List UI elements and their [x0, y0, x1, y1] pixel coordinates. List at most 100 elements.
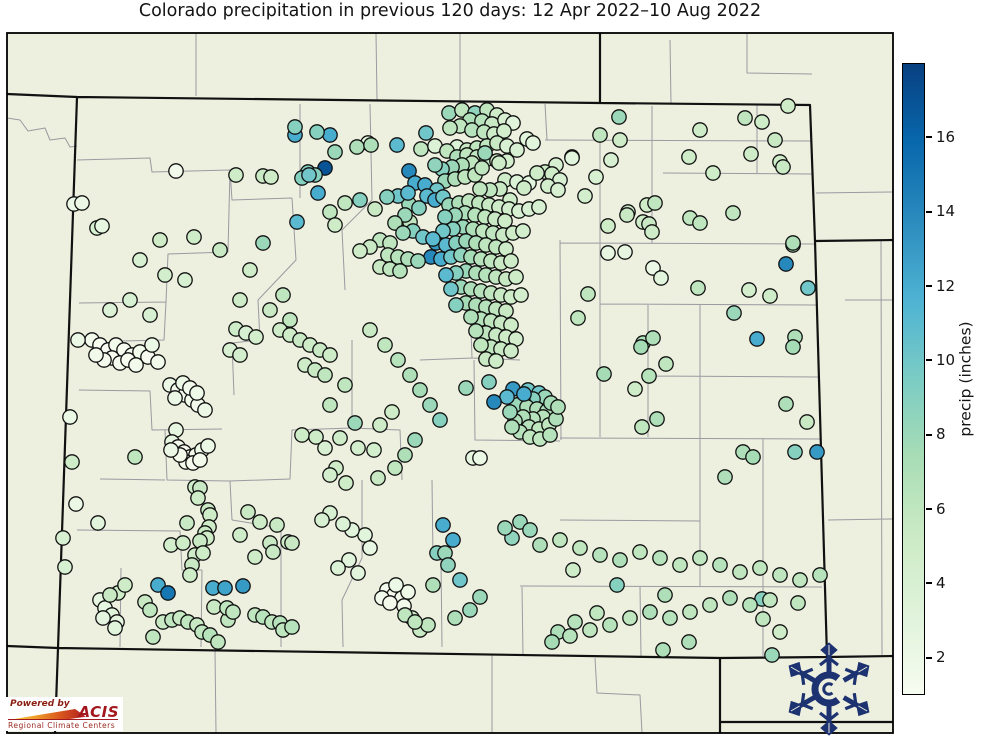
scatter-point — [641, 368, 657, 384]
scatter-point — [499, 389, 515, 405]
scatter-point — [681, 149, 697, 165]
scatter-point — [644, 224, 660, 240]
scatter-point — [692, 550, 708, 566]
scatter-point — [240, 504, 256, 520]
scatter-point — [462, 602, 478, 618]
scatter-point — [611, 109, 627, 125]
scatter-point — [472, 450, 488, 466]
scatter-point — [596, 366, 612, 382]
scatter-point — [337, 195, 353, 211]
scatter-point — [681, 634, 697, 650]
scatter-point — [445, 532, 461, 548]
scatter-point — [764, 647, 780, 663]
scatter-point — [565, 562, 581, 578]
scatter-point — [503, 343, 519, 359]
colorbar-tick-label: 16 — [936, 127, 956, 146]
acis-powered-by-label: Powered by — [10, 699, 70, 709]
scatter-point — [602, 617, 618, 633]
colorbar-tick-label: 8 — [936, 425, 946, 444]
scatter-point — [515, 223, 531, 239]
scatter-point — [692, 215, 708, 231]
colorbar-tick-label: 10 — [936, 350, 956, 369]
scatter-point — [322, 397, 338, 413]
colorbar-tick-mark — [926, 508, 932, 510]
scatter-point — [62, 409, 78, 425]
scatter-point — [632, 544, 648, 560]
scatter-point — [447, 610, 463, 626]
scatter-point — [262, 302, 278, 318]
scatter-point — [384, 404, 400, 420]
snowflake-arm — [842, 692, 870, 717]
scatter-point — [418, 125, 434, 141]
scatter-point — [412, 382, 428, 398]
scatter-point — [102, 587, 118, 603]
scatter-point — [332, 430, 348, 446]
scatter-point — [232, 292, 248, 308]
scatter-point — [785, 235, 801, 251]
scatter-point — [658, 356, 674, 372]
scatter-point — [88, 347, 104, 363]
scatter-point — [438, 267, 454, 283]
scatter-point — [269, 517, 285, 533]
scatter-point — [142, 602, 158, 618]
scatter-point — [177, 272, 193, 288]
scatter-point — [619, 207, 635, 223]
colorbar — [902, 63, 925, 695]
scatter-point — [157, 267, 173, 283]
scatter-point — [95, 610, 111, 626]
scatter-point — [600, 218, 616, 234]
scatter-point — [64, 454, 80, 470]
scatter-point — [163, 442, 179, 458]
scatter-point — [322, 204, 338, 220]
scatter-point — [117, 577, 133, 593]
scatter-point — [488, 353, 504, 369]
scatter-point — [755, 611, 771, 627]
scatter-point — [737, 110, 753, 126]
scatter-point — [772, 567, 788, 583]
scatter-point — [289, 214, 305, 230]
scatter-point — [197, 402, 213, 418]
scatter-point — [477, 145, 493, 161]
scatter-point — [422, 397, 438, 413]
scatter-point — [550, 399, 566, 415]
scatter-point — [809, 444, 825, 460]
scatter-point — [392, 263, 408, 279]
scatter-point — [68, 496, 84, 512]
scatter-point — [94, 218, 110, 234]
scatter-point — [525, 135, 541, 151]
scatter-point — [705, 165, 721, 181]
scatter-point — [425, 577, 441, 593]
scatter-point — [57, 559, 73, 575]
scatter-point — [463, 309, 479, 325]
scatter-point — [752, 560, 768, 576]
scatter-point — [330, 560, 346, 576]
snowflake-arm — [842, 661, 870, 686]
scatter-point — [582, 622, 598, 638]
scatter-point — [309, 124, 325, 140]
scatter-point — [212, 242, 228, 258]
scatter-point — [387, 460, 403, 476]
scatter-point — [634, 419, 650, 435]
scatter-point — [712, 557, 728, 573]
scatter-point — [352, 243, 368, 259]
scatter-point — [529, 165, 545, 181]
scatter-point — [473, 337, 489, 353]
scatter-point — [152, 232, 168, 248]
scatter-point — [317, 440, 333, 456]
scatter-point — [341, 552, 357, 568]
scatter-point — [210, 634, 226, 650]
axes-frame — [6, 32, 894, 734]
scatter-point — [314, 512, 330, 528]
scatter-point — [142, 307, 158, 323]
colorbar-tick-mark — [926, 656, 932, 659]
scatter-point — [772, 624, 788, 640]
scatter-point — [588, 169, 604, 185]
scatter-point — [350, 440, 366, 456]
scatter-point — [622, 610, 638, 626]
scatter-point — [481, 374, 497, 390]
scatter-point — [749, 331, 765, 347]
colorbar-tick-label: 6 — [936, 499, 946, 518]
scatter-point — [144, 337, 160, 353]
scatter-point — [411, 200, 427, 216]
scatter-point — [74, 195, 90, 211]
